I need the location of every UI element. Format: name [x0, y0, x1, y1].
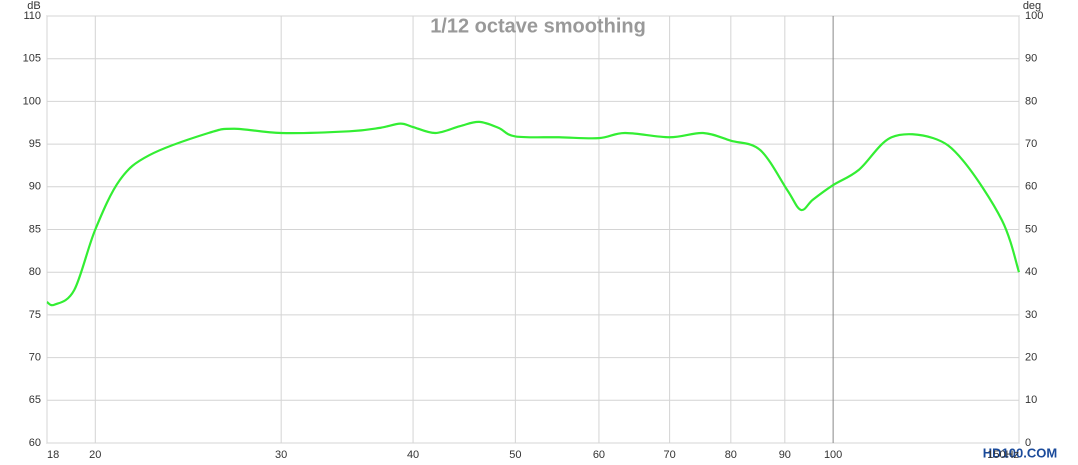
y-tick-label: 65 — [29, 394, 41, 406]
x-tick-label: 60 — [593, 449, 605, 461]
x-tick-label: 30 — [275, 449, 287, 461]
x-tick-label: 40 — [407, 449, 419, 461]
y2-tick-label: 30 — [1025, 309, 1037, 321]
chart-title: 1/12 octave smoothing — [430, 15, 646, 37]
x-tick-label: 18 — [47, 449, 59, 461]
y2-tick-label: 80 — [1025, 95, 1037, 107]
y-tick-label: 90 — [29, 181, 41, 193]
y-axis-label: dB — [27, 0, 40, 12]
y-tick-label: 110 — [23, 10, 41, 22]
y-tick-label: 85 — [29, 223, 41, 235]
y-tick-label: 70 — [29, 352, 41, 364]
y2-axis-label: deg — [1023, 0, 1041, 12]
y2-tick-label: 60 — [1025, 181, 1037, 193]
y-tick-label: 75 — [29, 309, 41, 321]
x-tick-label: 80 — [725, 449, 737, 461]
y2-tick-label: 50 — [1025, 223, 1037, 235]
x-tick-label: 150Hz — [987, 449, 1019, 461]
x-tick-label: 20 — [89, 449, 101, 461]
y-tick-label: 105 — [23, 53, 41, 65]
y2-tick-label: 10 — [1025, 394, 1037, 406]
y-tick-label: 60 — [29, 437, 41, 449]
y2-tick-label: 100 — [1025, 10, 1043, 22]
y2-tick-label: 0 — [1025, 437, 1031, 449]
x-tick-label: 100 — [824, 449, 842, 461]
y-tick-label: 100 — [23, 95, 41, 107]
x-tick-label: 90 — [779, 449, 791, 461]
y2-tick-label: 40 — [1025, 266, 1037, 278]
y2-tick-label: 70 — [1025, 138, 1037, 150]
watermark: HD100.COM — [983, 445, 1057, 460]
y-tick-label: 80 — [29, 266, 41, 278]
y2-tick-label: 20 — [1025, 352, 1037, 364]
data-line — [46, 120, 1021, 307]
x-tick-label: 50 — [509, 449, 521, 461]
y-tick-label: 95 — [29, 138, 41, 150]
y2-tick-label: 90 — [1025, 53, 1037, 65]
x-tick-label: 70 — [663, 449, 675, 461]
